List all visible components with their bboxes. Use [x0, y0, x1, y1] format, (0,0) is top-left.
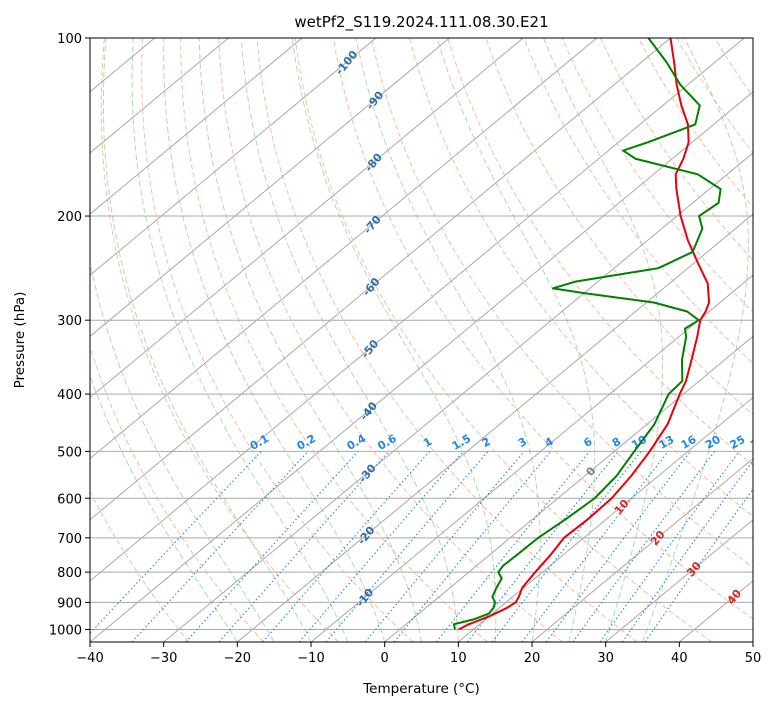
moist-adiabat [198, 38, 422, 642]
mixing-ratio-line [435, 451, 591, 642]
pressure-grid [90, 38, 753, 630]
y-tick-label: 700 [57, 532, 82, 547]
isotherm-line [458, 396, 753, 642]
dry-adiabat [676, 38, 753, 154]
chart-title: wetPf2_S119.2024.111.08.30.E21 [294, 13, 548, 32]
plot-frame [89, 37, 754, 643]
moist-adiabat [543, 38, 664, 642]
isotherm-line [90, 38, 745, 582]
isotherm-line [163, 152, 753, 642]
isotherm-line [531, 457, 753, 642]
dry-adiabat [90, 345, 264, 642]
moist-adiabat [355, 38, 541, 642]
y-tick-label: 900 [57, 596, 82, 611]
x-tick-label: 0 [381, 651, 389, 666]
dry-adiabat [90, 489, 190, 642]
y-tick-label: 300 [57, 314, 82, 329]
dry-adiabat [447, 38, 753, 467]
x-axis: −40 −30 −20 −10 0 10 20 30 40 50 [76, 642, 761, 666]
dry-adiabat [409, 38, 753, 518]
mixing-ratio-line [364, 451, 525, 642]
x-tick-label: −40 [76, 651, 103, 666]
y-tick-label: 600 [57, 492, 82, 507]
y-axis-label: Pressure (hPa) [12, 292, 28, 389]
mixing-ratio-line [393, 451, 552, 642]
y-tick-label: 200 [57, 210, 82, 225]
dry-adiabat [294, 38, 713, 642]
dry-adiabat [485, 38, 753, 416]
mixing-ratio-line [491, 451, 642, 642]
isotherm-line [605, 519, 753, 642]
plot-area: -100-90-80-70-60-50-40-30-20-10010203040… [90, 38, 768, 642]
isotherm-lines [90, 38, 753, 642]
moist-adiabat [240, 38, 459, 642]
moist-adiabat [131, 38, 349, 642]
x-tick-label: 20 [524, 651, 541, 666]
x-tick-label: 40 [671, 651, 688, 666]
dry-adiabat [141, 38, 414, 642]
mixing-ratio-label: 30 [748, 433, 768, 452]
dry-adiabats [90, 38, 753, 642]
dry-adiabat [256, 38, 638, 642]
moist-adiabats [90, 38, 749, 642]
moist-adiabat [642, 38, 749, 642]
dry-adiabat [523, 38, 753, 365]
mixing-ratio-line [131, 451, 309, 642]
isotherm-line [237, 213, 753, 642]
y-tick-label: 400 [57, 388, 82, 403]
mixing-ratio-lines [90, 451, 753, 642]
x-tick-label: 30 [597, 651, 614, 666]
temperature-line [458, 38, 711, 631]
x-tick-label: 10 [450, 651, 467, 666]
y-tick-label: 500 [57, 445, 82, 460]
isotherm-line [90, 38, 377, 276]
moist-adiabat [436, 38, 596, 642]
dry-adiabat [180, 38, 488, 642]
moist-adiabat [90, 374, 238, 642]
y-tick-label: 800 [57, 566, 82, 581]
profile-series [452, 38, 722, 631]
mixing-ratio-line [185, 451, 359, 642]
isotherm-line [310, 274, 753, 642]
x-tick-label: 50 [745, 651, 762, 666]
x-axis-label: Temperature (°C) [362, 681, 480, 697]
dry-adiabat [218, 38, 563, 642]
isotherm-line [90, 38, 229, 154]
moist-adiabat [163, 38, 386, 642]
isotherm-line [90, 91, 753, 642]
isotherm-line [90, 38, 671, 521]
mixing-ratio-line [298, 451, 464, 642]
moist-adiabat [90, 259, 275, 642]
moist-adiabat [102, 38, 312, 642]
mixing-ratio-line [621, 459, 753, 642]
mixing-ratio-line [644, 488, 753, 642]
dry-adiabat [638, 38, 753, 208]
x-tick-label: −30 [150, 651, 177, 666]
dry-adiabat [100, 38, 339, 642]
mixing-ratio-line [218, 451, 390, 642]
y-axis: 1000 900 800 700 600 500 400 300 200 100 [49, 32, 90, 638]
moist-adiabat [291, 38, 497, 642]
x-tick-label: −10 [297, 651, 324, 666]
isotherm-line [384, 335, 753, 642]
isotherm-line [90, 38, 450, 337]
isotherm-line [90, 38, 303, 215]
isotherm-line [90, 38, 524, 399]
mixing-ratio-line [599, 451, 740, 642]
dewpoint-line [452, 38, 722, 630]
isotherm-line [90, 38, 598, 460]
y-tick-label: 1000 [49, 623, 82, 638]
y-tick-label: 100 [57, 32, 82, 47]
dry-adiabat [561, 38, 753, 313]
dry-adiabat [332, 38, 753, 620]
mixing-ratio-line [325, 451, 489, 642]
x-tick-label: −20 [224, 651, 251, 666]
